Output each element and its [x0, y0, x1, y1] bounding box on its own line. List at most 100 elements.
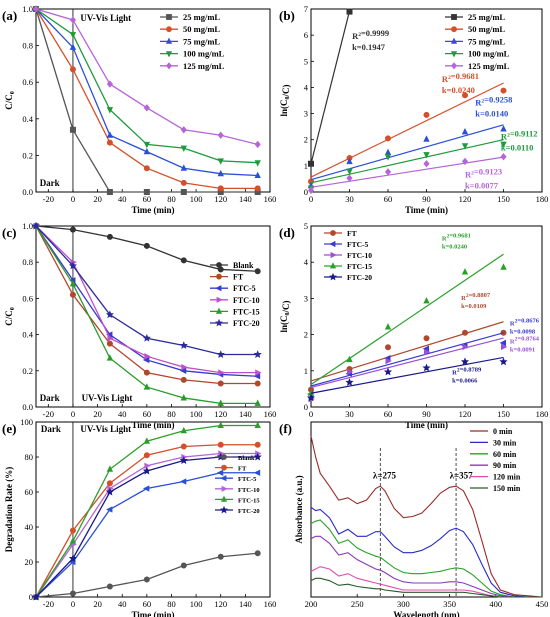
legend-label: FTC-15	[233, 307, 260, 316]
data-point	[31, 592, 41, 601]
data-point	[460, 357, 470, 366]
x-tick-label: 400	[489, 599, 502, 609]
r2-label: R2=0.8789	[452, 366, 482, 376]
data-point	[384, 135, 391, 142]
y-axis-label: ln(C0/C)	[279, 84, 291, 116]
data-point	[69, 537, 77, 544]
fit-line	[310, 156, 504, 188]
y-tick-label: 0	[304, 402, 308, 412]
data-point	[346, 355, 353, 363]
legend-marker	[216, 273, 222, 280]
series-0-min	[310, 435, 543, 598]
series-60-min	[310, 519, 542, 598]
data-point	[180, 426, 187, 434]
legend-label: FT	[233, 273, 244, 282]
data-point	[217, 441, 224, 448]
legend: Blank FT FTC-5 FTC-10 FTC-15 FTC-20	[210, 261, 260, 328]
y-tick-label: 1	[304, 366, 308, 376]
r2-label: R2=0.8764	[510, 336, 540, 346]
data-point	[254, 171, 261, 179]
data-point	[254, 185, 261, 192]
y-axis-label: Absorbance (a.u.)	[294, 475, 304, 543]
fit-line	[310, 321, 504, 382]
legend-marker	[220, 475, 227, 482]
data-point	[69, 16, 77, 24]
data-point	[106, 233, 113, 240]
data-point	[217, 421, 224, 429]
data-point	[107, 335, 114, 342]
data-point	[500, 263, 507, 270]
x-tick-label: 60	[384, 194, 393, 204]
legend-marker	[329, 240, 336, 248]
k-label: k=0.0240	[442, 85, 475, 95]
legend-label: 25 mg/mL	[468, 12, 505, 22]
data-point	[31, 221, 41, 230]
x-tick-label: 140	[239, 599, 252, 609]
y-axis-label: ln(C0/C)	[279, 300, 291, 332]
data-point	[106, 340, 113, 347]
data-point	[68, 261, 78, 270]
x-tick-label: 30	[345, 409, 354, 419]
data-point	[69, 66, 76, 73]
data-point	[143, 437, 151, 444]
data-point	[384, 344, 391, 351]
data-point	[462, 343, 469, 351]
y-tick-label: 1	[304, 161, 308, 171]
y-tick-label: 7	[304, 4, 308, 14]
data-point	[106, 583, 113, 590]
legend-marker	[329, 262, 337, 269]
series-line	[310, 506, 542, 598]
data-point	[253, 469, 261, 476]
data-point	[180, 443, 187, 450]
data-point	[385, 357, 392, 365]
x-tick-label: 150	[497, 409, 510, 419]
data-point	[217, 169, 224, 177]
y-tick-label: 4	[304, 82, 309, 92]
y-tick-label: 0.8	[22, 41, 33, 51]
y-tick-label: 0.2	[22, 366, 33, 376]
chart-panel-b: 0 30 60 90 120 150 180 0 1 2 3 4 5 6 7 Time (min) ln(C0/…	[279, 4, 548, 215]
annotation: UV-Vis Light	[80, 13, 131, 23]
legend-marker	[450, 37, 458, 44]
y-tick-label: 3	[304, 109, 308, 119]
k-label: k=0.0240	[442, 243, 467, 250]
legend-marker	[329, 272, 337, 281]
x-tick-label: 40	[118, 409, 127, 419]
x-axis-label: Time (min)	[131, 205, 174, 215]
legend-label: 100 mg/mL	[468, 49, 510, 59]
data-point	[423, 111, 430, 118]
data-point	[217, 399, 224, 406]
panel-label: (d)	[279, 225, 295, 240]
x-tick-label: 60	[143, 599, 152, 609]
series-75-mg-ml	[32, 5, 261, 179]
data-point	[143, 165, 150, 172]
k-label: k=0.1947	[352, 42, 386, 52]
r2-label: R2=0.9123	[465, 167, 502, 180]
data-point	[106, 131, 114, 138]
data-point	[255, 369, 262, 376]
series-50-mg-ml	[32, 6, 261, 192]
data-point	[106, 354, 114, 361]
legend-label: Blank	[238, 455, 255, 462]
data-point	[346, 174, 353, 182]
panel-label: (f)	[279, 421, 292, 436]
series-100-mg-ml	[32, 6, 261, 167]
data-point	[384, 168, 392, 176]
data-point	[180, 179, 187, 186]
legend-label: 150 min	[493, 484, 521, 493]
legend-label: 30 min	[493, 438, 517, 447]
legend-marker	[220, 505, 228, 514]
data-point	[143, 147, 151, 155]
data-point	[346, 8, 353, 15]
legend-label: 120 min	[493, 473, 521, 482]
data-point	[142, 356, 150, 364]
legend: 25 mg/mL 50 mg/mL 75 mg/mL 100 mg/mL 125 mg/…	[160, 12, 225, 71]
data-point	[217, 158, 224, 165]
y-tick-label: 1.0	[22, 221, 33, 231]
data-point	[383, 367, 393, 376]
legend-label: FT	[347, 229, 357, 238]
x-tick-label: 160	[264, 194, 277, 204]
data-point	[254, 268, 261, 275]
y-tick-label: 100	[20, 417, 33, 427]
